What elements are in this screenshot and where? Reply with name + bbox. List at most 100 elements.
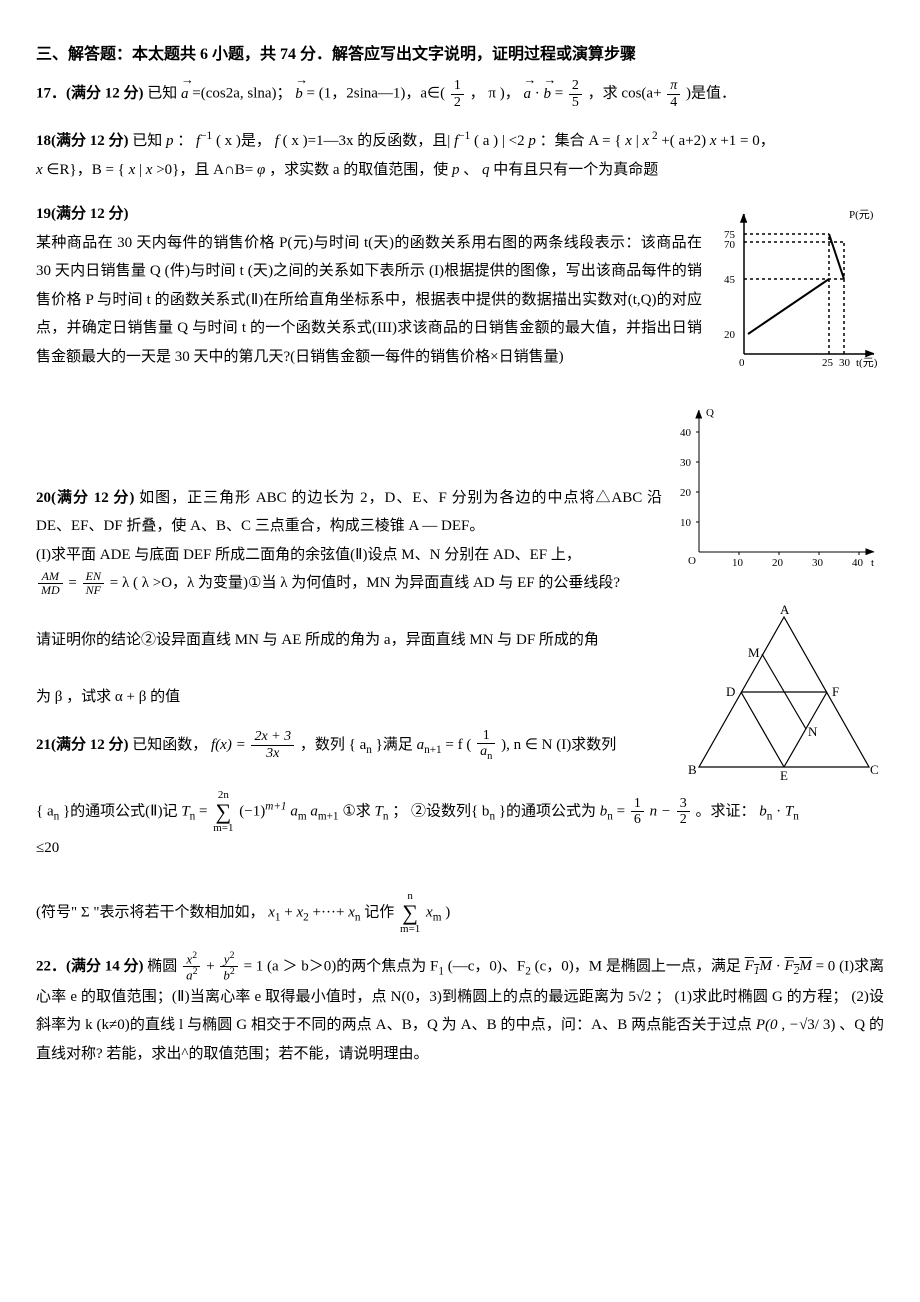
text: 已知函数， xyxy=(132,736,207,752)
text: (—c，0)、F xyxy=(448,958,526,974)
sup: −1 xyxy=(200,130,212,142)
xtick: 30 xyxy=(839,357,851,369)
problem-22: 22．(满分 14 分) 椭圆 x2a2 + y2b2 = 1 (a ＞ b＞0… xyxy=(36,951,884,1069)
text: +1 = 0， xyxy=(720,133,774,149)
x: x xyxy=(36,162,43,178)
text: ∈R}，B = { xyxy=(46,162,128,178)
text: 已知 xyxy=(147,86,177,102)
dot: · xyxy=(535,86,540,102)
sub: n xyxy=(767,810,773,822)
frac-25: 25 xyxy=(569,78,582,110)
xlabel: t(元) xyxy=(856,357,878,369)
lblF: F xyxy=(832,684,839,699)
ytick: 20 xyxy=(724,329,736,341)
sup: 2 xyxy=(649,130,657,142)
xtick: 10 xyxy=(732,557,744,569)
n: n − xyxy=(650,803,671,819)
frac-pi4: π4 xyxy=(667,78,680,110)
x: x xyxy=(710,133,717,149)
text: 中有且只有一个为真命题 xyxy=(493,162,658,178)
p20-label: 20(满分 12 分) xyxy=(36,490,134,506)
frac-x2a2: x2a2 xyxy=(183,951,200,983)
ytick: 45 xyxy=(724,274,736,286)
lblN: N xyxy=(808,724,818,739)
text: 椭圆 xyxy=(147,958,181,974)
sub: m+1 xyxy=(318,810,339,822)
text: }满足 xyxy=(376,736,417,752)
sub: n xyxy=(190,810,196,822)
vec-b2: b xyxy=(543,80,551,109)
text: ， π )， xyxy=(470,86,520,102)
text: ，数列 { a xyxy=(300,736,366,752)
sub: n xyxy=(607,810,613,822)
Tn3: T xyxy=(785,803,793,819)
eq: = xyxy=(68,575,76,591)
text: ，求实数 a 的取值范围，使 xyxy=(269,162,452,178)
five: 5 xyxy=(628,989,636,1005)
text: { a xyxy=(36,803,54,819)
problem-18: 18(满分 12 分) 已知 p ： f−1 ( x )是， f ( x )=1… xyxy=(36,126,884,184)
text: ( λ >O，λ 为变量)①当 λ 为何值时，MN 为异面直线 AD 与 EF … xyxy=(133,575,620,591)
frac-1an: 1an xyxy=(477,728,495,763)
text: 、 xyxy=(463,162,478,178)
p2: p xyxy=(528,133,536,149)
sub: m xyxy=(298,810,307,822)
text: ( x )=1—3x 的反函数，且| xyxy=(283,133,454,149)
am: a xyxy=(290,803,298,819)
sup: m+1 xyxy=(265,800,286,812)
lblM: M xyxy=(748,645,760,660)
frac-en: ENNF xyxy=(83,570,104,597)
xtick: 40 xyxy=(852,557,864,569)
triangle-diagram: A M D F N B E C xyxy=(684,602,884,782)
text: (I)求平面 ADE 与底面 DEF 所成二面角的余弦值(Ⅱ)设点 M、N 分别… xyxy=(36,547,581,563)
text: +( a+2) xyxy=(661,133,710,149)
xn: x xyxy=(348,904,355,920)
eqf: = f ( xyxy=(445,736,471,752)
text: 。求证： xyxy=(695,803,755,819)
sub: n xyxy=(383,810,389,822)
p22-label: 22．(满分 14 分) xyxy=(36,958,144,974)
vec-a: a xyxy=(181,80,189,109)
eq: = xyxy=(617,803,629,819)
eq: = xyxy=(199,803,211,819)
F1M: F1M xyxy=(745,958,772,974)
sqrt3: √3 xyxy=(799,1017,815,1033)
lblA: A xyxy=(780,602,790,617)
p17-label: 17．(满分 12 分) xyxy=(36,86,144,102)
ylabel: P(元) xyxy=(849,209,874,221)
frac16: 16 xyxy=(631,796,644,828)
dot: · xyxy=(776,958,781,974)
term: (−1) xyxy=(239,803,265,819)
x: x xyxy=(129,162,136,178)
section-title: 三、解答题：本太题共 6 小题，共 74 分．解答应写出文字说明，证明过程或演算… xyxy=(36,40,884,70)
F2M: F2M xyxy=(785,958,812,974)
an1: a xyxy=(417,736,425,752)
frac-y2b2: y2b2 xyxy=(220,951,237,983)
frac-half: 12 xyxy=(451,78,464,110)
ytick: 10 xyxy=(680,517,692,529)
Tn: T xyxy=(181,803,189,819)
plus: + xyxy=(206,958,218,974)
sub: n xyxy=(489,810,495,822)
plus: + xyxy=(284,904,296,920)
text: ：集合 A = { xyxy=(540,133,626,149)
q: q xyxy=(482,162,490,178)
chart-price: P(元) 75 70 45 20 0 25 30 t(元) xyxy=(714,204,884,374)
ylabel: Q xyxy=(706,407,714,419)
text: 请证明你的结论②设异面直线 MN 与 AE 所成的角为 a，异面直线 MN 与 … xyxy=(36,632,599,648)
lblC: C xyxy=(870,762,879,777)
p19-label: 19(满分 12 分) xyxy=(36,206,129,222)
x: x xyxy=(625,133,632,149)
lblD: D xyxy=(726,684,735,699)
P: P(0 , − xyxy=(756,1017,799,1033)
frac32: 32 xyxy=(677,796,690,828)
p21-label: 21(满分 12 分) xyxy=(36,736,129,752)
eq1: = 1 xyxy=(244,958,264,974)
origin: 0 xyxy=(739,357,745,369)
problem-20: Q 40 30 20 10 O 10 20 30 40 t 20(满分 12 分… xyxy=(36,398,884,712)
problem-17: 17．(满分 12 分) 已知 a =(cos2a, slna)； b = (1… xyxy=(36,78,884,110)
chart-q: Q 40 30 20 10 O 10 20 30 40 t xyxy=(674,402,884,572)
lblB: B xyxy=(688,762,697,777)
dot: · xyxy=(776,803,781,819)
x1: x xyxy=(268,904,275,920)
